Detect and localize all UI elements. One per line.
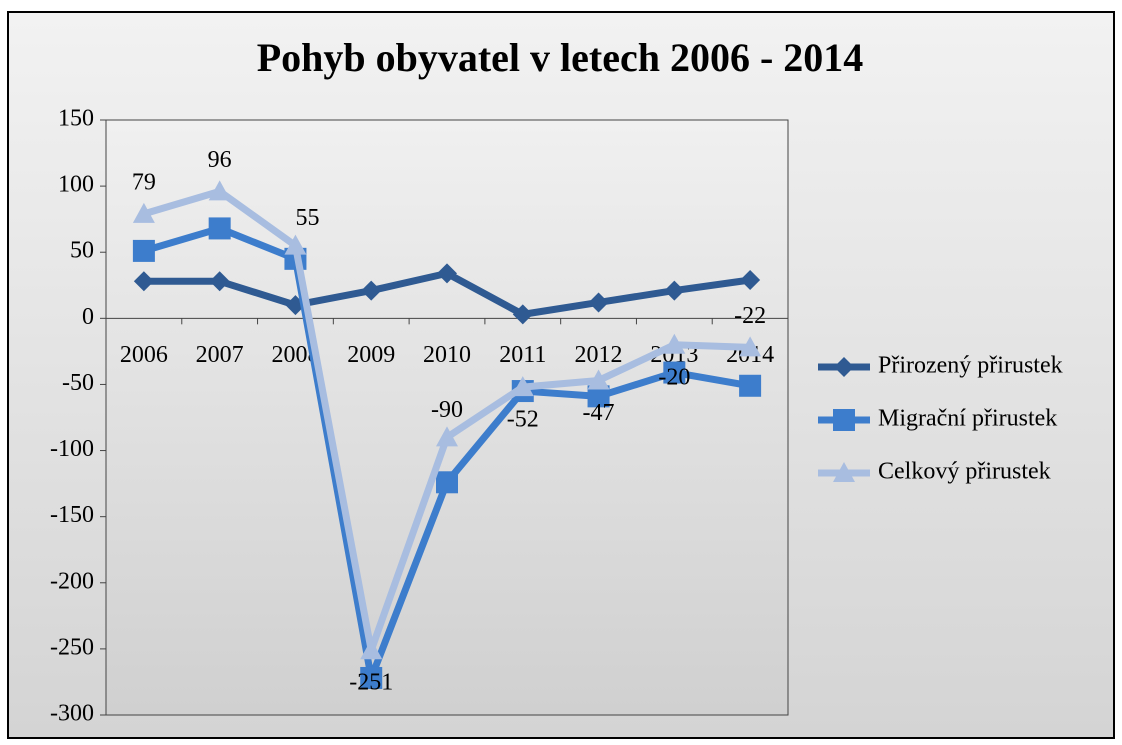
legend-marker <box>833 409 855 431</box>
legend-label: Migrační přirustek <box>878 406 1057 432</box>
x-tick-label: 2012 <box>575 342 623 368</box>
data-point <box>587 385 610 408</box>
data-point <box>436 471 458 494</box>
y-tick-label: -50 <box>62 370 94 396</box>
data-label: 55 <box>295 205 319 231</box>
data-point <box>208 217 231 240</box>
data-point <box>208 180 231 201</box>
data-label: -20 <box>658 364 690 390</box>
y-tick-label: 150 <box>58 106 94 132</box>
data-point <box>739 374 762 397</box>
data-label: 96 <box>208 147 232 173</box>
legend-label: Celkový přirustek <box>878 459 1051 485</box>
y-tick-label: 50 <box>70 238 94 264</box>
data-point <box>511 376 534 397</box>
y-tick-label: 0 <box>82 304 94 330</box>
x-tick-label: 2007 <box>196 342 244 368</box>
data-label: -251 <box>349 670 393 696</box>
y-tick-label: -200 <box>50 568 94 594</box>
data-point <box>663 361 686 384</box>
data-point <box>664 280 685 301</box>
data-point <box>209 271 230 292</box>
data-point <box>360 639 383 660</box>
x-tick-label: 2006 <box>120 342 168 368</box>
data-label: 79 <box>132 169 156 195</box>
data-point <box>588 292 609 313</box>
legend-marker <box>833 462 855 482</box>
y-tick-label: -300 <box>50 701 94 727</box>
data-point <box>587 369 610 390</box>
data-point <box>361 280 382 301</box>
x-tick-label: 2011 <box>499 342 546 368</box>
data-point <box>740 269 761 290</box>
chart-title: Pohyb obyvatel v letech 2006 - 2014 <box>257 35 864 80</box>
y-tick-label: -100 <box>50 436 94 462</box>
data-label: -22 <box>734 303 766 329</box>
data-point <box>132 202 155 223</box>
legend-marker <box>834 357 854 377</box>
y-tick-label: 100 <box>58 172 94 198</box>
data-point <box>284 234 307 255</box>
data-point <box>133 271 154 292</box>
data-point <box>663 333 686 354</box>
data-point <box>360 666 383 689</box>
data-point <box>436 426 458 447</box>
data-point <box>512 304 533 325</box>
data-label: -47 <box>583 400 615 426</box>
data-point <box>437 263 457 284</box>
y-tick-label: -150 <box>50 502 94 528</box>
data-point <box>132 239 155 262</box>
legend-label: Přirozený přirustek <box>878 353 1063 379</box>
data-label: -52 <box>507 407 539 433</box>
x-tick-label: 2010 <box>423 342 471 368</box>
y-tick-label: -250 <box>50 634 94 660</box>
x-tick-label: 2009 <box>347 342 395 368</box>
data-label: -90 <box>431 397 463 423</box>
data-point <box>739 336 762 357</box>
